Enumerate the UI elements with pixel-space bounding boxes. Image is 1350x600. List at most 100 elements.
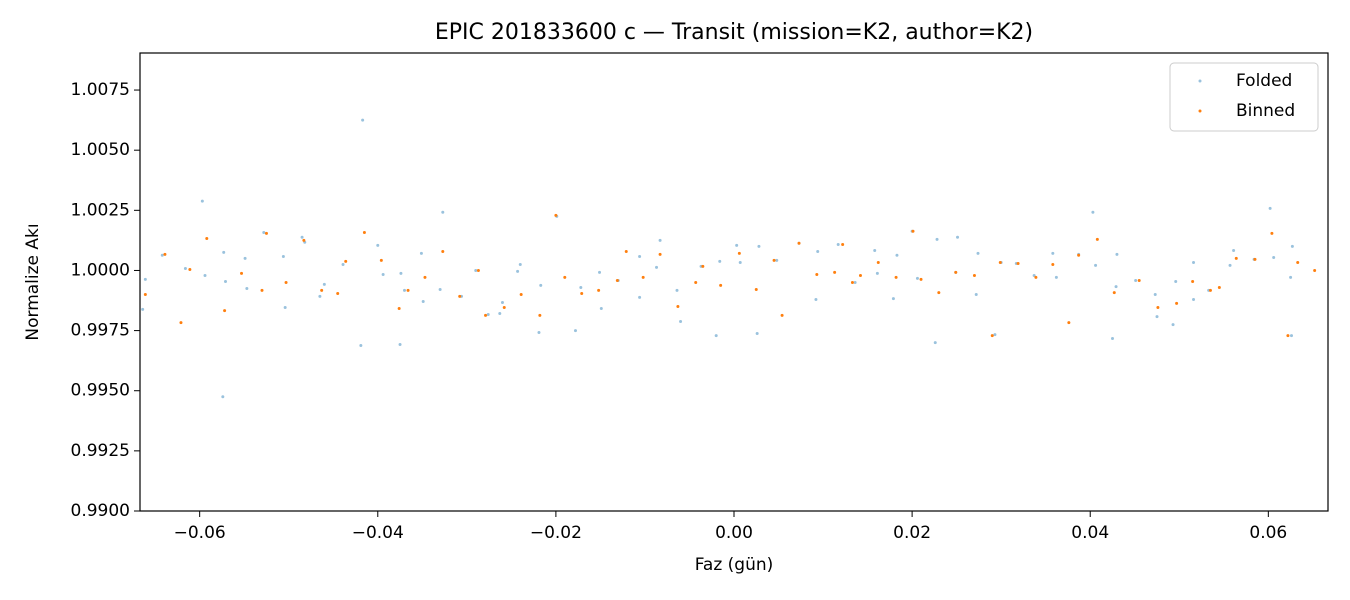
point bbox=[438, 287, 442, 291]
x-tick-label: −0.06 bbox=[174, 523, 226, 543]
point bbox=[336, 292, 340, 296]
point bbox=[714, 334, 718, 338]
point bbox=[302, 238, 306, 242]
point bbox=[797, 241, 801, 245]
point bbox=[203, 274, 207, 278]
point bbox=[1268, 206, 1272, 210]
point bbox=[516, 269, 520, 273]
x-tick-label: 0.00 bbox=[715, 523, 753, 543]
x-tick-label: −0.02 bbox=[530, 523, 582, 543]
point bbox=[264, 231, 268, 235]
point bbox=[320, 288, 324, 292]
point bbox=[143, 293, 147, 297]
point bbox=[498, 312, 502, 316]
point bbox=[441, 210, 445, 214]
point bbox=[399, 271, 403, 275]
point bbox=[500, 300, 504, 304]
point bbox=[1110, 337, 1114, 341]
point bbox=[775, 258, 779, 262]
point bbox=[1191, 280, 1195, 284]
point bbox=[598, 270, 602, 274]
point bbox=[341, 262, 345, 266]
legend-label: Binned bbox=[1236, 101, 1295, 121]
point bbox=[563, 275, 567, 279]
point bbox=[624, 249, 628, 253]
point bbox=[1232, 248, 1236, 252]
x-tick-label: 0.04 bbox=[1071, 523, 1109, 543]
point bbox=[245, 286, 249, 290]
point bbox=[1272, 255, 1276, 259]
point bbox=[937, 291, 941, 295]
point bbox=[1289, 334, 1293, 338]
x-tick-label: 0.02 bbox=[893, 523, 931, 543]
point bbox=[1228, 263, 1232, 267]
point bbox=[573, 329, 577, 333]
point bbox=[919, 277, 923, 281]
point bbox=[935, 237, 939, 241]
point bbox=[737, 251, 741, 255]
point bbox=[537, 331, 541, 335]
point bbox=[221, 395, 225, 399]
point bbox=[344, 259, 348, 263]
point bbox=[519, 293, 523, 297]
point bbox=[283, 305, 287, 309]
point bbox=[397, 306, 401, 310]
point bbox=[359, 344, 363, 348]
point bbox=[655, 265, 659, 269]
plot-area bbox=[141, 118, 1317, 399]
point bbox=[1192, 261, 1196, 265]
point bbox=[1114, 285, 1118, 289]
point bbox=[638, 295, 642, 299]
point bbox=[1054, 275, 1058, 279]
point bbox=[243, 256, 247, 260]
point bbox=[833, 270, 837, 274]
point bbox=[1289, 275, 1293, 279]
point bbox=[141, 307, 145, 311]
point bbox=[163, 252, 167, 256]
point bbox=[658, 238, 662, 242]
point bbox=[1217, 286, 1221, 290]
legend-label: Folded bbox=[1236, 71, 1292, 91]
point bbox=[738, 261, 742, 265]
point bbox=[1290, 244, 1294, 248]
y-axis-label: Normalize Akı bbox=[23, 223, 43, 340]
point bbox=[1091, 210, 1095, 214]
point bbox=[421, 299, 425, 303]
plot-frame bbox=[139, 52, 1329, 512]
point bbox=[223, 280, 227, 284]
point bbox=[1313, 268, 1317, 272]
point bbox=[816, 249, 820, 253]
point bbox=[993, 333, 997, 337]
legend-box bbox=[1169, 62, 1319, 132]
point bbox=[240, 271, 244, 275]
point bbox=[1134, 279, 1138, 283]
point bbox=[597, 288, 601, 292]
point bbox=[780, 313, 784, 317]
point bbox=[772, 258, 776, 262]
legend: Folded Binned bbox=[1169, 62, 1319, 132]
point bbox=[458, 294, 462, 298]
point bbox=[911, 229, 915, 233]
y-tick-label: 0.9900 bbox=[71, 501, 130, 521]
chart-title: EPIC 201833600 c — Transit (mission=K2, … bbox=[435, 20, 1033, 45]
point bbox=[1094, 263, 1098, 267]
point bbox=[815, 273, 819, 277]
point bbox=[398, 343, 402, 347]
point bbox=[853, 280, 857, 284]
point bbox=[719, 283, 723, 287]
point bbox=[188, 267, 192, 271]
point bbox=[841, 242, 845, 246]
point bbox=[836, 242, 840, 246]
point bbox=[538, 313, 542, 317]
point bbox=[1234, 256, 1238, 260]
point bbox=[539, 283, 543, 287]
point bbox=[179, 321, 183, 325]
point bbox=[1296, 261, 1300, 265]
y-tick-label: 0.9950 bbox=[71, 381, 130, 401]
point bbox=[1174, 280, 1178, 284]
point bbox=[915, 276, 919, 280]
point bbox=[641, 275, 645, 279]
point bbox=[1137, 279, 1141, 283]
x-tick-label: −0.04 bbox=[352, 523, 404, 543]
